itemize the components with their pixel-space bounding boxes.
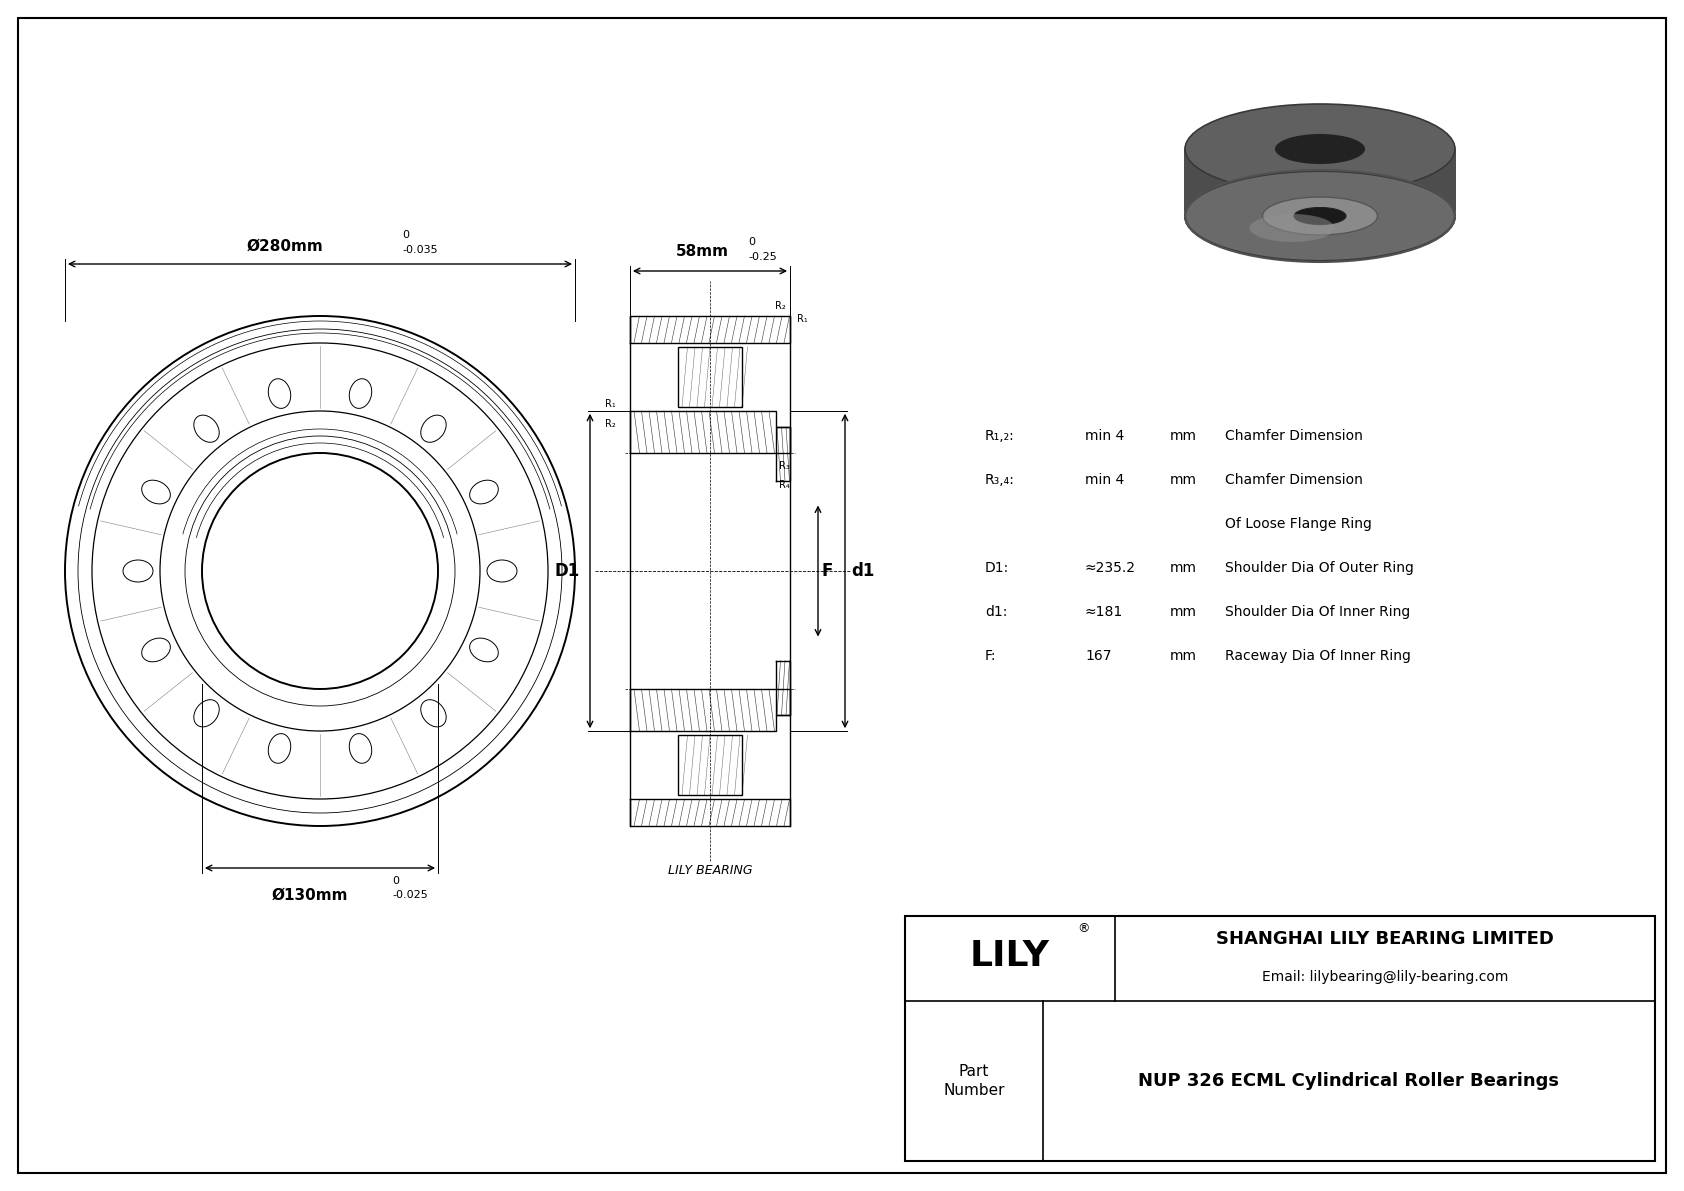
Text: 58mm: 58mm xyxy=(675,244,729,258)
Text: LILY BEARING: LILY BEARING xyxy=(669,863,753,877)
Text: R₁: R₁ xyxy=(797,314,808,324)
Ellipse shape xyxy=(421,699,446,727)
Text: R₂: R₂ xyxy=(605,419,616,429)
Text: mm: mm xyxy=(1170,649,1197,663)
Ellipse shape xyxy=(268,734,291,763)
Text: Chamfer Dimension: Chamfer Dimension xyxy=(1224,429,1362,443)
Ellipse shape xyxy=(141,480,170,504)
Text: mm: mm xyxy=(1170,429,1197,443)
Text: 0: 0 xyxy=(748,237,754,247)
Text: Ø280mm: Ø280mm xyxy=(246,239,323,254)
Ellipse shape xyxy=(1186,172,1455,261)
Text: NUP 326 ECML Cylindrical Roller Bearings: NUP 326 ECML Cylindrical Roller Bearings xyxy=(1138,1072,1559,1090)
Ellipse shape xyxy=(1275,135,1366,164)
Ellipse shape xyxy=(194,699,219,727)
Text: D1:: D1: xyxy=(985,561,1009,575)
Text: ≈235.2: ≈235.2 xyxy=(1084,561,1137,575)
Ellipse shape xyxy=(1186,104,1455,194)
Text: mm: mm xyxy=(1170,473,1197,487)
Text: -0.035: -0.035 xyxy=(402,245,438,255)
Text: Of Loose Flange Ring: Of Loose Flange Ring xyxy=(1224,517,1372,531)
Text: D1: D1 xyxy=(554,562,579,580)
Text: R₄: R₄ xyxy=(780,480,790,490)
FancyBboxPatch shape xyxy=(1184,148,1457,212)
Ellipse shape xyxy=(1293,207,1346,224)
Ellipse shape xyxy=(421,416,446,442)
Bar xyxy=(679,735,743,796)
Text: F:: F: xyxy=(985,649,997,663)
Ellipse shape xyxy=(141,638,170,662)
Text: mm: mm xyxy=(1170,561,1197,575)
Text: min 4: min 4 xyxy=(1084,429,1125,443)
Text: -0.25: -0.25 xyxy=(748,252,776,262)
Ellipse shape xyxy=(487,560,517,582)
Ellipse shape xyxy=(349,734,372,763)
Ellipse shape xyxy=(1250,214,1334,242)
Text: Ø130mm: Ø130mm xyxy=(271,888,349,903)
Ellipse shape xyxy=(470,638,498,662)
Text: Shoulder Dia Of Outer Ring: Shoulder Dia Of Outer Ring xyxy=(1224,561,1415,575)
Bar xyxy=(904,916,1655,1161)
Text: R₃: R₃ xyxy=(780,461,790,470)
Text: Raceway Dia Of Inner Ring: Raceway Dia Of Inner Ring xyxy=(1224,649,1411,663)
Text: Email: lilybearing@lily-bearing.com: Email: lilybearing@lily-bearing.com xyxy=(1261,969,1509,984)
Text: R₂: R₂ xyxy=(775,301,785,311)
Bar xyxy=(679,347,743,407)
Text: R₃,₄:: R₃,₄: xyxy=(985,473,1015,487)
Ellipse shape xyxy=(470,480,498,504)
Text: Shoulder Dia Of Inner Ring: Shoulder Dia Of Inner Ring xyxy=(1224,605,1410,619)
Text: mm: mm xyxy=(1170,605,1197,619)
Text: min 4: min 4 xyxy=(1084,473,1125,487)
Text: SHANGHAI LILY BEARING LIMITED: SHANGHAI LILY BEARING LIMITED xyxy=(1216,929,1554,948)
Text: 0: 0 xyxy=(402,230,409,241)
Ellipse shape xyxy=(123,560,153,582)
Text: Part
Number: Part Number xyxy=(943,1064,1005,1098)
Ellipse shape xyxy=(1263,197,1378,235)
Text: d1: d1 xyxy=(850,562,874,580)
Ellipse shape xyxy=(268,379,291,409)
Text: Chamfer Dimension: Chamfer Dimension xyxy=(1224,473,1362,487)
Text: 167: 167 xyxy=(1084,649,1111,663)
Text: R₁,₂:: R₁,₂: xyxy=(985,429,1015,443)
Text: R₁: R₁ xyxy=(605,399,616,409)
Text: 0: 0 xyxy=(392,877,399,886)
Text: d1:: d1: xyxy=(985,605,1007,619)
Text: -0.025: -0.025 xyxy=(392,890,428,900)
Ellipse shape xyxy=(194,416,219,442)
Text: LILY: LILY xyxy=(970,940,1049,973)
Text: F: F xyxy=(822,562,834,580)
Text: ≈181: ≈181 xyxy=(1084,605,1123,619)
Text: ®: ® xyxy=(1076,922,1090,935)
Ellipse shape xyxy=(349,379,372,409)
